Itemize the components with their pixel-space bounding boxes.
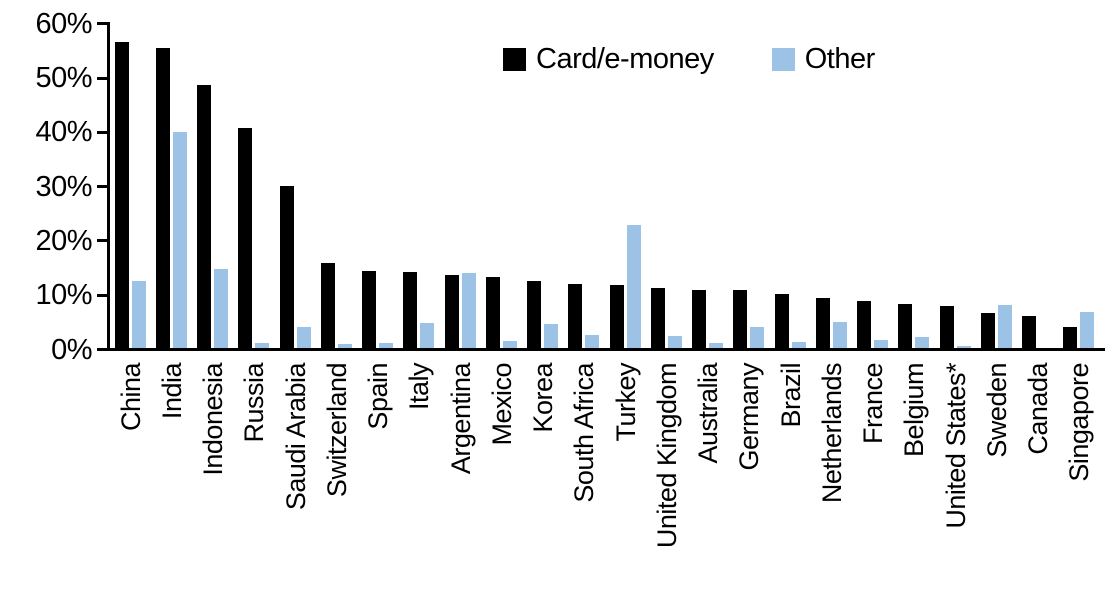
x-category-label: Germany xyxy=(734,363,765,471)
bar-card-e-money xyxy=(568,284,583,348)
y-tick xyxy=(97,130,107,134)
legend-label: Other xyxy=(804,43,876,75)
x-category-label: France xyxy=(858,363,889,445)
bar-card-e-money xyxy=(114,41,129,348)
x-category-label: Mexico xyxy=(486,363,517,446)
x-category-label: Argentina xyxy=(445,363,476,475)
x-category-label: Turkey xyxy=(610,363,641,442)
y-tick-label: 40% xyxy=(35,116,92,149)
bar-other xyxy=(956,346,971,348)
bar-card-e-money xyxy=(692,289,706,348)
bar-other xyxy=(874,339,888,348)
bar-other xyxy=(502,340,517,348)
bar-other xyxy=(214,269,228,348)
bar-card-e-money xyxy=(444,275,459,348)
x-category-label: Australia xyxy=(693,363,724,464)
x-category-label: China xyxy=(115,363,146,432)
y-tick-label: 10% xyxy=(35,279,92,312)
y-tick xyxy=(97,22,107,26)
x-category-label: Netherlands xyxy=(816,363,847,504)
bar-card-e-money xyxy=(980,312,995,348)
legend-item: Other xyxy=(771,43,876,76)
bar-card-e-money xyxy=(362,271,376,348)
x-category-label: Italy xyxy=(404,363,435,411)
y-tick-label: 60% xyxy=(35,7,92,40)
x-category-label: Indonesia xyxy=(198,363,229,476)
bar-other xyxy=(420,323,435,348)
x-category-label: Brazil xyxy=(775,363,806,428)
bar-other xyxy=(337,343,352,348)
y-tick xyxy=(97,76,107,80)
y-tick-label: 50% xyxy=(35,62,92,95)
x-category-label: Korea xyxy=(528,363,559,433)
bar-card-e-money xyxy=(527,281,541,348)
bar-other xyxy=(255,342,270,348)
bar-other xyxy=(791,342,806,348)
legend-item: Card/e-money xyxy=(503,43,714,76)
bar-card-e-money xyxy=(733,290,748,348)
bar-card-e-money xyxy=(279,185,294,348)
bar-other xyxy=(172,131,187,348)
y-tick xyxy=(97,185,107,189)
bar-other xyxy=(131,281,146,348)
x-category-label: Canada xyxy=(1023,363,1054,455)
bar-card-e-money xyxy=(609,285,624,348)
bar-other xyxy=(626,225,641,348)
x-category-label: Sweden xyxy=(981,363,1012,458)
bar-card-e-money xyxy=(155,48,170,348)
bar-card-e-money xyxy=(1022,315,1036,348)
y-axis-line xyxy=(107,22,110,351)
x-category-label: United States* xyxy=(940,363,971,529)
bar-other xyxy=(667,335,682,348)
legend-label: Card/e-money xyxy=(536,43,714,75)
x-category-label: Switzerland xyxy=(321,363,352,498)
y-tick xyxy=(97,348,107,351)
bar-other xyxy=(915,337,930,348)
bar-card-e-money xyxy=(485,277,500,348)
y-tick xyxy=(97,293,107,297)
bar-card-e-money xyxy=(238,127,253,348)
y-tick-label: 20% xyxy=(35,224,92,257)
bar-card-e-money xyxy=(197,85,211,348)
bar-card-e-money xyxy=(650,288,665,348)
bar-card-e-money xyxy=(857,301,871,348)
legend-swatch-card-e-money xyxy=(503,48,526,71)
bar-other xyxy=(296,327,311,348)
bar-other xyxy=(585,334,600,348)
y-tick-label: 30% xyxy=(35,170,92,203)
bar-other xyxy=(709,343,723,348)
x-category-label: Belgium xyxy=(899,363,930,458)
legend: Card/e-money Other xyxy=(503,43,875,76)
bar-other xyxy=(750,326,765,348)
x-category-label: Russia xyxy=(239,363,270,443)
legend-swatch-other xyxy=(771,48,795,71)
bar-card-e-money xyxy=(403,272,418,348)
bar-other xyxy=(832,321,847,348)
y-tick-label: 0% xyxy=(51,333,92,366)
x-category-label: Spain xyxy=(363,363,394,430)
x-category-label: Singapore xyxy=(1064,363,1095,482)
bar-card-e-money xyxy=(774,294,789,348)
x-category-label: South Africa xyxy=(569,363,600,503)
x-category-label: United Kingdom xyxy=(651,363,682,549)
x-axis-line xyxy=(107,348,1105,351)
bar-card-e-money xyxy=(815,298,830,348)
bar-other xyxy=(1080,312,1095,348)
bar-other xyxy=(544,323,558,348)
bar-card-e-money xyxy=(320,263,335,348)
x-category-label: India xyxy=(156,363,187,420)
bar-card-e-money xyxy=(1063,326,1078,348)
bar-card-e-money xyxy=(898,304,913,348)
bar-other xyxy=(997,305,1012,348)
x-category-label: Saudi Arabia xyxy=(280,363,311,511)
bar-card-e-money xyxy=(939,305,954,348)
y-tick xyxy=(97,239,107,243)
bar-other xyxy=(379,342,393,348)
bar-other xyxy=(461,272,476,348)
